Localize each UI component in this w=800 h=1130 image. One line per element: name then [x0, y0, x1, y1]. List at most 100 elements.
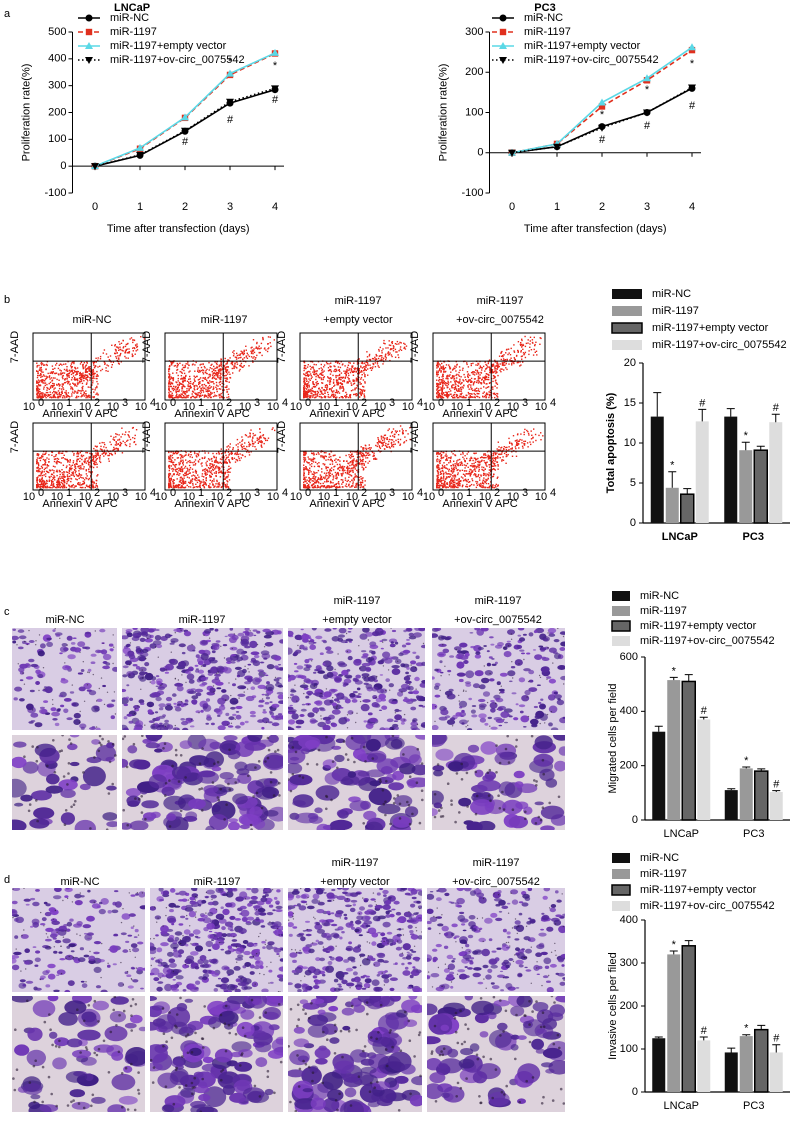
flow-event: [503, 354, 504, 355]
flow-event: [225, 455, 226, 456]
flow-event: [303, 465, 304, 466]
flow-event: [175, 365, 176, 366]
flow-event: [172, 457, 173, 458]
flow-event: [43, 379, 44, 380]
flow-tick-exp: 4: [282, 397, 288, 409]
flow-event: [454, 366, 455, 367]
flow-event: [227, 472, 228, 473]
flow-event: [57, 485, 58, 486]
flow-event: [219, 388, 220, 389]
flow-event: [347, 463, 348, 464]
flow-event: [346, 382, 347, 383]
flow-event: [452, 397, 453, 398]
flow-event: [216, 465, 217, 466]
flow-event: [115, 356, 116, 357]
flow-event: [51, 377, 52, 378]
flow-event: [40, 393, 41, 394]
flow-event: [533, 354, 534, 355]
flow-event: [354, 371, 355, 372]
flow-event: [79, 461, 80, 462]
flow-event: [244, 365, 245, 366]
flow-event: [182, 364, 183, 365]
flow-event: [308, 381, 309, 382]
flow-event: [464, 377, 465, 378]
flow-event: [389, 428, 390, 429]
flow-event: [119, 355, 120, 356]
flow-event: [49, 377, 50, 378]
flow-event: [213, 376, 214, 377]
flow-event: [339, 377, 340, 378]
flow-event: [50, 476, 51, 477]
flow-event: [349, 462, 350, 463]
flow-event: [228, 388, 229, 389]
flow-event: [54, 385, 55, 386]
flow-event: [188, 386, 189, 387]
flow-event: [183, 478, 184, 479]
flow-event: [110, 453, 111, 454]
flow-event: [118, 359, 119, 360]
flow-event: [62, 387, 63, 388]
flow-event: [338, 468, 339, 469]
flow-event: [187, 363, 188, 364]
flow-event: [339, 464, 340, 465]
flow-event: [205, 372, 206, 373]
flow-event: [170, 455, 171, 456]
flow-event: [103, 442, 104, 443]
flow-event: [228, 449, 229, 450]
flow-event: [324, 481, 325, 482]
flow-event: [229, 468, 230, 469]
flow-event: [475, 378, 476, 379]
flow-event: [224, 477, 225, 478]
flow-event: [226, 385, 227, 386]
flow-event: [235, 357, 236, 358]
flow-event: [56, 484, 57, 485]
flow-event: [451, 387, 452, 388]
flow-event: [83, 380, 84, 381]
flow-event: [379, 447, 380, 448]
flow-event: [41, 481, 42, 482]
flow-event: [196, 472, 197, 473]
flow-event: [350, 372, 351, 373]
flow-event: [511, 348, 512, 349]
flow-tick-base: 10: [135, 491, 147, 503]
flow-event: [228, 459, 229, 460]
flow-event: [448, 384, 449, 385]
flow-event: [237, 452, 238, 453]
flow-event: [339, 392, 340, 393]
flow-event: [443, 383, 444, 384]
flow-event: [195, 459, 196, 460]
flow-event: [395, 343, 396, 344]
flow-event: [209, 465, 210, 466]
flow-event: [362, 455, 363, 456]
flow-event: [232, 458, 233, 459]
flow-event: [326, 487, 327, 488]
flow-event: [56, 379, 57, 380]
flow-event: [438, 392, 439, 393]
flow-event: [53, 388, 54, 389]
flow-event: [398, 343, 399, 344]
flow-event: [505, 367, 506, 368]
flow-event: [48, 461, 49, 462]
flow-event: [187, 397, 188, 398]
flow-event: [351, 390, 352, 391]
flow-event: [194, 378, 195, 379]
flow-event: [188, 365, 189, 366]
flow-event: [96, 466, 97, 467]
flow-event: [355, 468, 356, 469]
flow-event: [486, 373, 487, 374]
flow-event: [237, 460, 238, 461]
flow-event: [212, 480, 213, 481]
flow-event: [524, 336, 525, 337]
flow-event: [75, 368, 76, 369]
flow-event: [323, 389, 324, 390]
flow-event: [84, 479, 85, 480]
flow-event: [226, 462, 227, 463]
flow-event: [371, 370, 372, 371]
flow-event: [76, 474, 77, 475]
flow-event: [536, 351, 537, 352]
flow-event: [346, 486, 347, 487]
flow-event: [56, 373, 57, 374]
flow-event: [314, 370, 315, 371]
flow-event: [449, 374, 450, 375]
flow-event: [172, 481, 173, 482]
